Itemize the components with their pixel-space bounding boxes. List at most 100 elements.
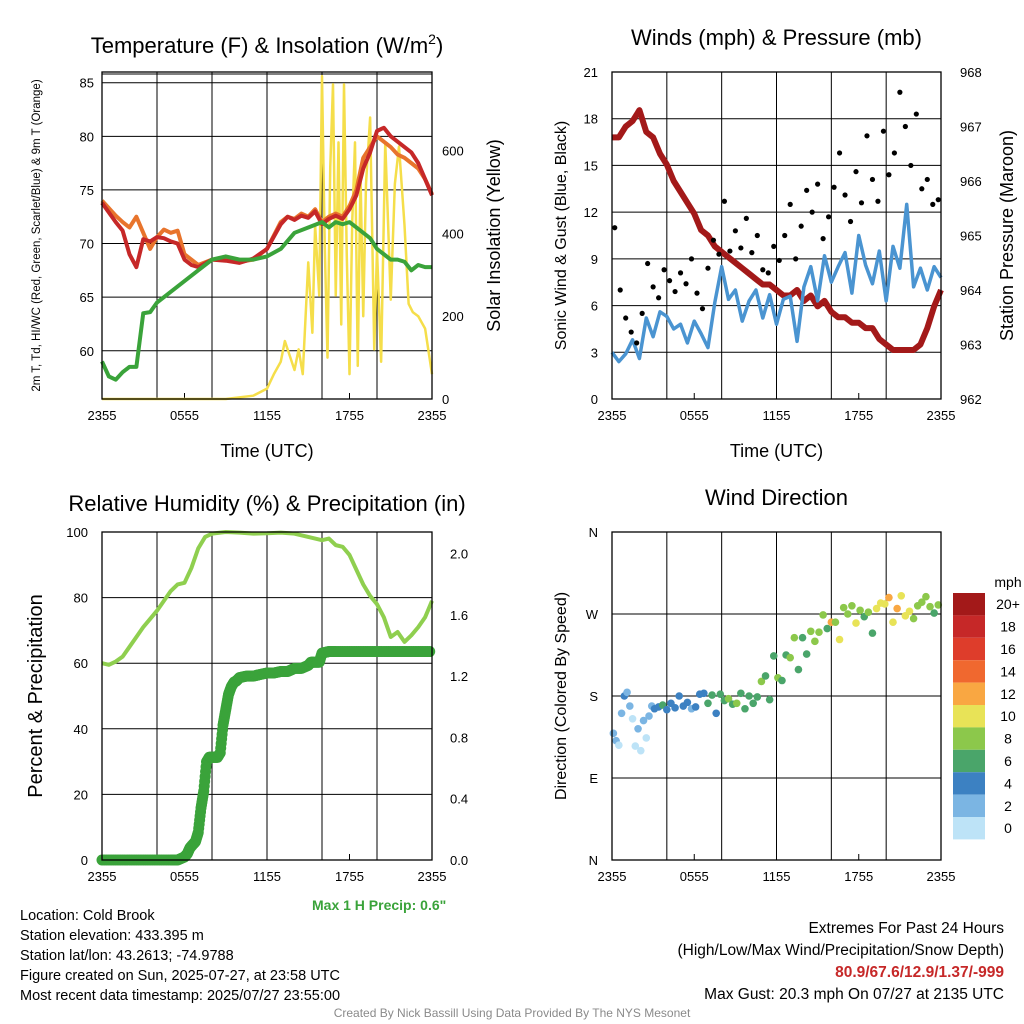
legend-label: 2 — [1004, 798, 1012, 814]
x-tick-label: 0555 — [170, 869, 199, 884]
y-right-axis-label: Solar Insolation (Yellow) — [484, 139, 504, 331]
y-right-tick-label: 400 — [442, 226, 464, 241]
station-info: Location: Cold Brook Station elevation: … — [20, 906, 340, 1006]
y-axis-label: Percent & Precipitation — [25, 594, 47, 797]
gust-point — [743, 215, 749, 221]
direction-point — [852, 619, 860, 627]
direction-point — [786, 653, 795, 662]
legend-label: 18 — [1000, 619, 1016, 635]
gust-point — [831, 184, 837, 190]
location-text: Location: Cold Brook — [20, 908, 155, 924]
extremes-title: Extremes For Past 24 Hours — [808, 920, 1004, 937]
y-right-tick-label: 965 — [960, 229, 982, 244]
y-tick-label: 3 — [591, 345, 598, 360]
direction-point — [639, 716, 648, 725]
direction-point — [745, 692, 753, 700]
y-tick-label: 80 — [74, 591, 88, 606]
max-gust-text: Max Gust: 20.3 mph On 07/27 at 2135 UTC — [704, 986, 1004, 1003]
legend-swatch — [953, 660, 985, 683]
legend-label: 0 — [1004, 820, 1012, 836]
direction-point — [905, 607, 914, 616]
direction-point — [823, 624, 832, 633]
y-tick-label: 65 — [80, 290, 94, 305]
legend-swatch — [953, 615, 985, 638]
direction-point — [889, 618, 897, 626]
gust-point — [617, 287, 623, 293]
gust-point — [727, 248, 733, 254]
direction-point — [704, 699, 712, 708]
direction-point — [893, 604, 901, 613]
y-tick-label: 40 — [74, 722, 88, 737]
direction-point — [839, 603, 848, 612]
temperature-series-line — [100, 220, 432, 382]
gust-point — [623, 315, 629, 321]
direction-point — [815, 628, 823, 637]
temperature-chart: Temperature (F) & Insolation (W/m2)2355 0… — [31, 31, 504, 461]
gust-point — [908, 162, 914, 169]
gust-point — [765, 270, 771, 276]
gust-point — [699, 306, 706, 312]
y-tick-label: 6 — [591, 299, 598, 314]
gust-point — [666, 278, 673, 284]
y-tick-label: N — [589, 853, 598, 868]
humidity-chart: Relative Humidity (%) & Precipitation (i… — [25, 491, 468, 884]
gust-point — [771, 243, 777, 249]
x-tick-label: 2355 — [927, 408, 956, 423]
gust-point — [738, 245, 744, 251]
direction-point — [909, 614, 918, 623]
direction-point — [636, 746, 645, 755]
legend-label: 12 — [1000, 686, 1016, 702]
plot-frame — [101, 71, 433, 400]
gust-point — [924, 176, 930, 183]
x-tick-label: 1155 — [253, 869, 281, 884]
gust-point — [880, 128, 887, 134]
credit-text: Created By Nick Bassill Using Data Provi… — [333, 1006, 691, 1020]
direction-point — [856, 606, 864, 615]
y-tick-label: 60 — [74, 656, 88, 671]
y-right-tick-label: 968 — [960, 65, 982, 80]
max-precip-label: Max 1 H Precip: 0.6" — [312, 897, 447, 913]
x-tick-label: 2355 — [598, 408, 627, 423]
direction-point — [631, 742, 640, 750]
direction-point — [615, 741, 623, 749]
gust-point — [847, 218, 854, 225]
x-tick-label: 1755 — [335, 408, 364, 423]
direction-point — [753, 693, 762, 701]
x-axis-label: Time (UTC) — [220, 441, 313, 461]
elevation-text: Station elevation: 433.395 m — [20, 928, 204, 944]
plot-frame — [611, 71, 942, 400]
direction-point — [794, 665, 803, 674]
gust-point — [672, 288, 678, 295]
direction-point — [922, 592, 930, 601]
gust-point — [683, 281, 689, 287]
x-tick-label: 0555 — [170, 408, 199, 423]
gust-point — [634, 340, 640, 346]
x-tick-label: 1755 — [335, 869, 364, 884]
direction-point — [790, 633, 799, 642]
direction-point — [617, 709, 626, 718]
gust-point — [656, 295, 662, 301]
legend-swatch — [953, 749, 985, 773]
direction-point — [802, 650, 811, 658]
direction-point — [628, 714, 637, 723]
y-right-tick-label: 0.4 — [450, 792, 468, 807]
direction-point — [741, 704, 749, 713]
chart-title: Temperature (F) & Insolation (W/m2) — [91, 31, 444, 58]
legend-swatch — [953, 637, 985, 661]
gust-point — [825, 214, 832, 220]
chart-title: Relative Humidity (%) & Precipitation (i… — [68, 491, 465, 516]
y-tick-label: N — [589, 525, 598, 540]
x-tick-label: 2355 — [88, 869, 117, 884]
x-tick-label: 0555 — [680, 869, 709, 884]
legend-label: 14 — [1000, 663, 1016, 679]
y-tick-label: 9 — [591, 252, 598, 267]
y-right-tick-label: 1.6 — [450, 608, 468, 623]
latlon-text: Station lat/lon: 43.2613; -74.9788 — [20, 948, 234, 964]
y-axis-label: 2m T, Td, HI/WC (Red, Green, Scarlet/Blu… — [31, 79, 43, 391]
legend-swatch — [953, 682, 985, 705]
direction-point — [843, 610, 852, 618]
legend-swatch — [953, 705, 985, 728]
direction-point — [712, 709, 720, 718]
